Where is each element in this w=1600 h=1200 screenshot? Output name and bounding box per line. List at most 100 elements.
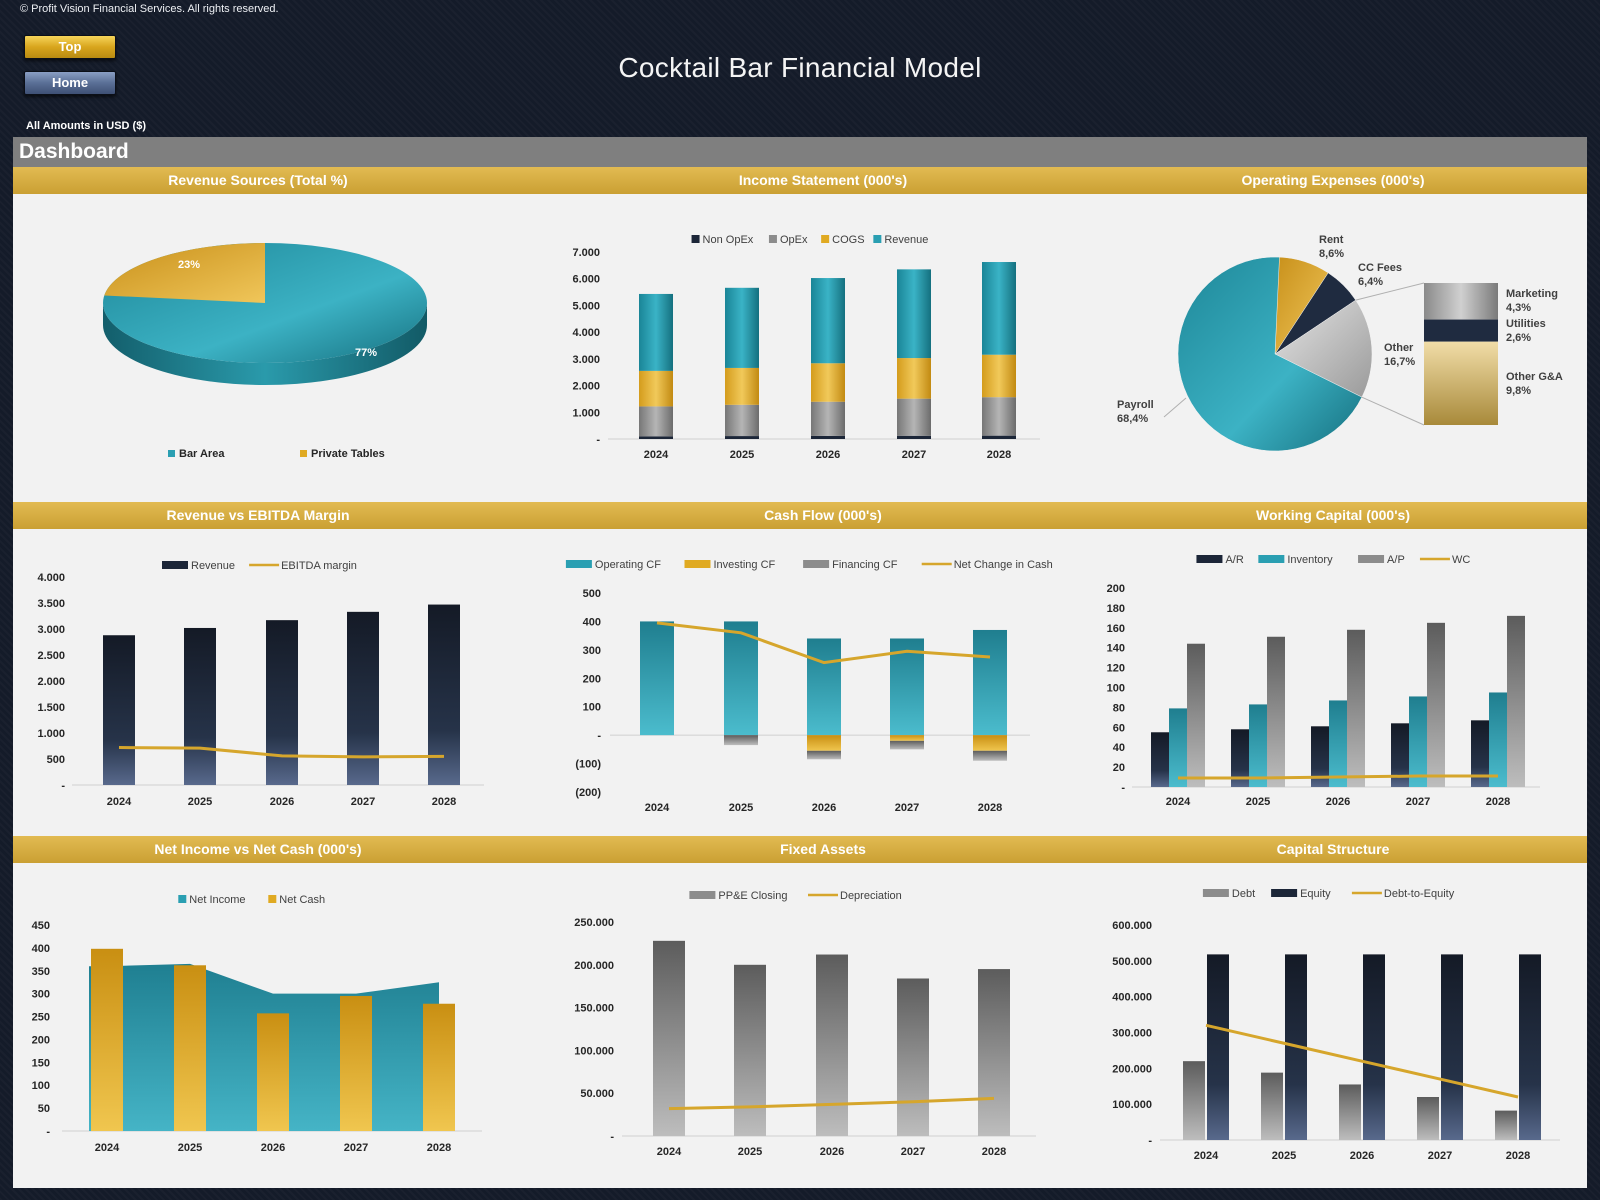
chart-title-revenue-sources: Revenue Sources (Total %) — [168, 172, 348, 188]
pie-label-bar-area: 77% — [355, 347, 377, 359]
opex-leader-payroll — [1163, 397, 1187, 418]
income-bar-opex — [811, 401, 845, 436]
wc-ytick: 40 — [1113, 742, 1125, 754]
income-legend-label-2: COGS — [832, 234, 864, 246]
income-bar-cogs — [982, 354, 1016, 398]
wc-bar-inventory — [1409, 696, 1427, 787]
chart-title-capital-structure: Capital Structure — [1276, 841, 1390, 857]
ebitda-xtick: 2025 — [188, 796, 212, 808]
ebitda-ytick: 1.500 — [37, 702, 65, 714]
ebitda-xtick: 2028 — [432, 796, 456, 808]
opex-slice-payroll — [1177, 256, 1363, 452]
opex-label-utilities: Utilities 2,6% — [1506, 318, 1546, 344]
fa-bar-ppe — [734, 964, 766, 1136]
home-button[interactable]: Home — [24, 71, 116, 95]
chart-title-revenue-vs-ebitda: Revenue vs EBITDA Margin — [166, 507, 350, 523]
legend-label-bar-area: Bar Area — [179, 448, 225, 460]
wc-line — [1178, 774, 1498, 780]
wc-ytick: 140 — [1107, 643, 1125, 655]
wc-ytick: - — [1121, 782, 1125, 794]
wc-bar-a-r — [1311, 726, 1329, 787]
ebitda-ytick: 1.000 — [37, 728, 65, 740]
fa-ytick: 250.000 — [574, 917, 614, 929]
fa-xtick: 2024 — [657, 1146, 682, 1158]
opex-label-rent: Rent 8,6% — [1319, 234, 1344, 260]
income-xtick: 2026 — [816, 449, 840, 461]
wc-legend-label-3: WC — [1452, 554, 1470, 566]
cap-bar-debt — [1339, 1084, 1361, 1140]
wc-legend-label-2: A/P — [1387, 554, 1405, 566]
legend-key-bar-area — [168, 450, 175, 457]
ebitda-line-margin — [118, 746, 445, 759]
cashflow-line-net-change — [656, 621, 991, 665]
opex-label-marketing: Marketing 4,3% — [1506, 288, 1558, 314]
fa-xtick: 2025 — [738, 1146, 762, 1158]
wc-ytick: 120 — [1107, 663, 1125, 675]
income-bar-opex — [725, 404, 759, 437]
cashflow-bar-operating-cf — [807, 638, 841, 736]
cashflow-bar-operating-cf — [724, 621, 758, 736]
ebitda-xtick: 2024 — [107, 796, 132, 808]
cashflow-legend-label-0: Operating CF — [595, 559, 661, 571]
wc-legend-key-1 — [1258, 555, 1285, 563]
ebitda-ytick: 500 — [47, 754, 65, 766]
legend-label-private-tables: Private Tables — [311, 448, 385, 460]
cashflow-ytick: 500 — [583, 588, 601, 600]
netinc-bar-net-cash — [91, 948, 123, 1131]
opex-label-other: Other 16,7% — [1384, 342, 1415, 368]
cap-line-debt-to-equity — [1205, 1023, 1519, 1099]
cap-ytick: 500.000 — [1112, 956, 1152, 968]
netinc-legend-label-1: Net Cash — [279, 894, 325, 906]
cap-legend-key-1 — [1271, 889, 1298, 897]
income-ytick: - — [596, 434, 600, 446]
cashflow-bar-investing-cf — [890, 735, 924, 741]
netinc-ytick: 350 — [32, 966, 50, 978]
cashflow-legend-key-2 — [803, 560, 830, 568]
netinc-legend-label-0: Net Income — [189, 894, 245, 906]
pie-side — [103, 303, 427, 385]
cashflow-bar-financing-cf — [973, 750, 1007, 761]
wc-bar-a-p — [1507, 615, 1525, 787]
income-bar-opex — [982, 397, 1016, 436]
income-bar-non-opex — [639, 436, 673, 439]
income-legend-label-0: Non OpEx — [703, 234, 754, 246]
cashflow-legend-label-2: Financing CF — [832, 559, 898, 571]
amounts-note: All Amounts in USD ($) — [26, 120, 146, 132]
wc-xtick: 2025 — [1246, 796, 1270, 808]
fa-ytick: 200.000 — [574, 960, 614, 972]
cap-xtick: 2027 — [1428, 1150, 1452, 1162]
fa-xtick: 2026 — [820, 1146, 844, 1158]
opex-connector — [1355, 282, 1425, 301]
cap-legend-key-0 — [1202, 889, 1229, 897]
chart-title-cash-flow: Cash Flow (000's) — [764, 507, 882, 523]
fa-bar-ppe — [978, 969, 1010, 1136]
income-bar-revenue — [982, 262, 1016, 355]
netinc-legend-key-0 — [178, 895, 187, 903]
wc-legend-label-1: Inventory — [1287, 554, 1333, 566]
income-bar-non-opex — [811, 435, 845, 439]
cap-xtick: 2025 — [1272, 1150, 1296, 1162]
wc-bar-a-r — [1391, 723, 1409, 787]
row-header-1: Revenue Sources (Total %) Income Stateme… — [13, 167, 1587, 194]
income-ytick: 3.000 — [572, 354, 600, 366]
cashflow-legend-key-1 — [684, 560, 711, 568]
cashflow-bar-financing-cf — [807, 750, 841, 760]
opex-slice-other — [1274, 299, 1373, 398]
netinc-ytick: 50 — [38, 1103, 50, 1115]
ebitda-ytick: 3.000 — [37, 624, 65, 636]
cashflow-bar-investing-cf — [973, 735, 1007, 751]
fa-ytick: 100.000 — [574, 1045, 614, 1057]
pie-slice-private-tables — [104, 243, 265, 303]
income-xtick: 2024 — [644, 449, 669, 461]
cashflow-xtick: 2026 — [812, 802, 836, 814]
netinc-xtick: 2025 — [178, 1142, 202, 1154]
wc-bar-inventory — [1169, 708, 1187, 787]
chart-title-operating-expenses: Operating Expenses (000's) — [1241, 172, 1425, 188]
top-button[interactable]: Top — [24, 35, 116, 59]
wc-bar-a-p — [1187, 643, 1205, 787]
wc-xtick: 2026 — [1326, 796, 1350, 808]
wc-legend-key-2 — [1358, 555, 1385, 563]
income-bar-non-opex — [725, 436, 759, 439]
income-legend-label-3: Revenue — [884, 234, 928, 246]
